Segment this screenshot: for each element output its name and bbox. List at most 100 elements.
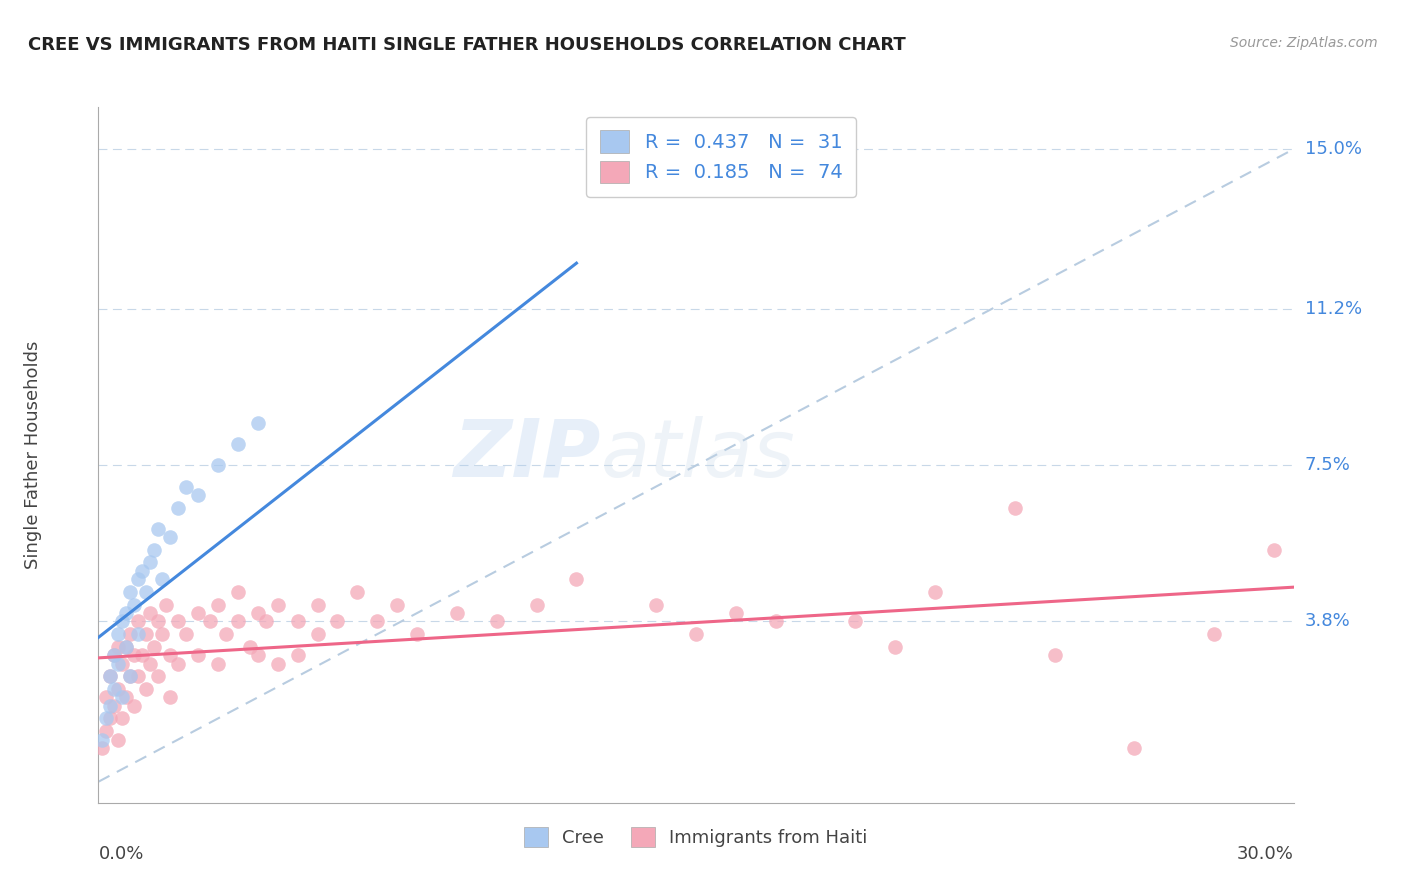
Point <box>143 640 166 654</box>
Point <box>150 572 173 586</box>
Point <box>565 572 588 586</box>
Point <box>207 458 229 473</box>
Point <box>724 606 747 620</box>
Point <box>198 615 221 629</box>
Point <box>246 417 269 431</box>
Point <box>103 648 125 663</box>
Point <box>884 640 907 654</box>
Point <box>526 598 548 612</box>
Text: 15.0%: 15.0% <box>1305 140 1361 158</box>
Point <box>207 598 229 612</box>
Point <box>103 681 125 696</box>
Point <box>804 151 827 165</box>
Point <box>124 648 146 663</box>
Point <box>115 640 138 654</box>
Point <box>1202 627 1225 641</box>
Point <box>107 640 129 654</box>
Text: ZIP: ZIP <box>453 416 600 494</box>
Point <box>124 598 146 612</box>
Point <box>96 690 118 705</box>
Point <box>645 598 668 612</box>
Point <box>91 732 114 747</box>
Point <box>120 627 142 641</box>
Point <box>98 711 122 725</box>
Point <box>187 488 209 502</box>
Point <box>765 615 787 629</box>
Point <box>107 627 129 641</box>
Point <box>267 598 290 612</box>
Point <box>167 500 190 515</box>
Point <box>103 648 125 663</box>
Point <box>143 542 166 557</box>
Point <box>246 648 269 663</box>
Point <box>346 585 368 599</box>
Point <box>1263 542 1285 557</box>
Point <box>148 522 170 536</box>
Point <box>159 530 181 544</box>
Point <box>127 615 149 629</box>
Point <box>120 669 142 683</box>
Point <box>174 479 197 493</box>
Point <box>107 732 129 747</box>
Point <box>1004 500 1026 515</box>
Point <box>307 627 329 641</box>
Point <box>131 648 153 663</box>
Point <box>124 698 146 713</box>
Point <box>127 572 149 586</box>
Point <box>98 698 122 713</box>
Legend: Cree, Immigrants from Haiti: Cree, Immigrants from Haiti <box>516 819 876 856</box>
Point <box>150 627 173 641</box>
Point <box>115 640 138 654</box>
Point <box>167 657 190 671</box>
Point <box>239 640 262 654</box>
Point <box>96 711 118 725</box>
Point <box>148 669 170 683</box>
Point <box>246 606 269 620</box>
Point <box>685 627 707 641</box>
Point <box>111 615 134 629</box>
Point <box>139 556 162 570</box>
Point <box>139 657 162 671</box>
Point <box>226 437 249 451</box>
Point <box>139 606 162 620</box>
Text: atlas: atlas <box>600 416 796 494</box>
Point <box>103 698 125 713</box>
Point <box>120 669 142 683</box>
Point <box>226 585 249 599</box>
Point <box>148 615 170 629</box>
Point <box>107 681 129 696</box>
Point <box>155 598 177 612</box>
Point <box>287 648 309 663</box>
Point <box>159 648 181 663</box>
Point <box>127 627 149 641</box>
Point <box>98 669 122 683</box>
Point <box>107 657 129 671</box>
Point <box>207 657 229 671</box>
Text: 3.8%: 3.8% <box>1305 613 1350 631</box>
Text: CREE VS IMMIGRANTS FROM HAITI SINGLE FATHER HOUSEHOLDS CORRELATION CHART: CREE VS IMMIGRANTS FROM HAITI SINGLE FAT… <box>28 36 905 54</box>
Point <box>187 648 209 663</box>
Text: Source: ZipAtlas.com: Source: ZipAtlas.com <box>1230 36 1378 50</box>
Point <box>226 615 249 629</box>
Point <box>844 615 866 629</box>
Point <box>91 741 114 756</box>
Point <box>307 598 329 612</box>
Text: 0.0%: 0.0% <box>98 845 143 863</box>
Point <box>406 627 429 641</box>
Point <box>446 606 468 620</box>
Text: 7.5%: 7.5% <box>1305 457 1351 475</box>
Point <box>135 627 157 641</box>
Point <box>115 690 138 705</box>
Point <box>135 585 157 599</box>
Point <box>111 690 134 705</box>
Point <box>187 606 209 620</box>
Point <box>267 657 290 671</box>
Point <box>924 585 946 599</box>
Point <box>111 657 134 671</box>
Text: 11.2%: 11.2% <box>1305 301 1362 318</box>
Point <box>111 711 134 725</box>
Point <box>1123 741 1146 756</box>
Point <box>135 681 157 696</box>
Point <box>96 724 118 739</box>
Point <box>366 615 388 629</box>
